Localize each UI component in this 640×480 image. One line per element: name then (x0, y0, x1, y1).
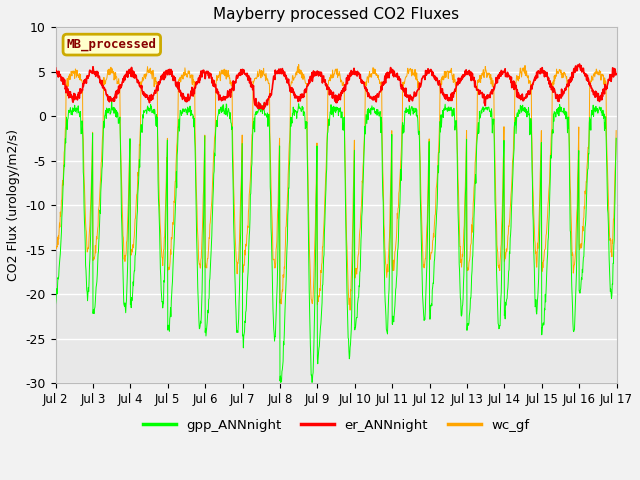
Y-axis label: CO2 Flux (urology/m2/s): CO2 Flux (urology/m2/s) (7, 129, 20, 281)
Legend: gpp_ANNnight, er_ANNnight, wc_gf: gpp_ANNnight, er_ANNnight, wc_gf (137, 414, 535, 437)
Text: MB_processed: MB_processed (67, 38, 157, 51)
Title: Mayberry processed CO2 Fluxes: Mayberry processed CO2 Fluxes (213, 7, 459, 22)
